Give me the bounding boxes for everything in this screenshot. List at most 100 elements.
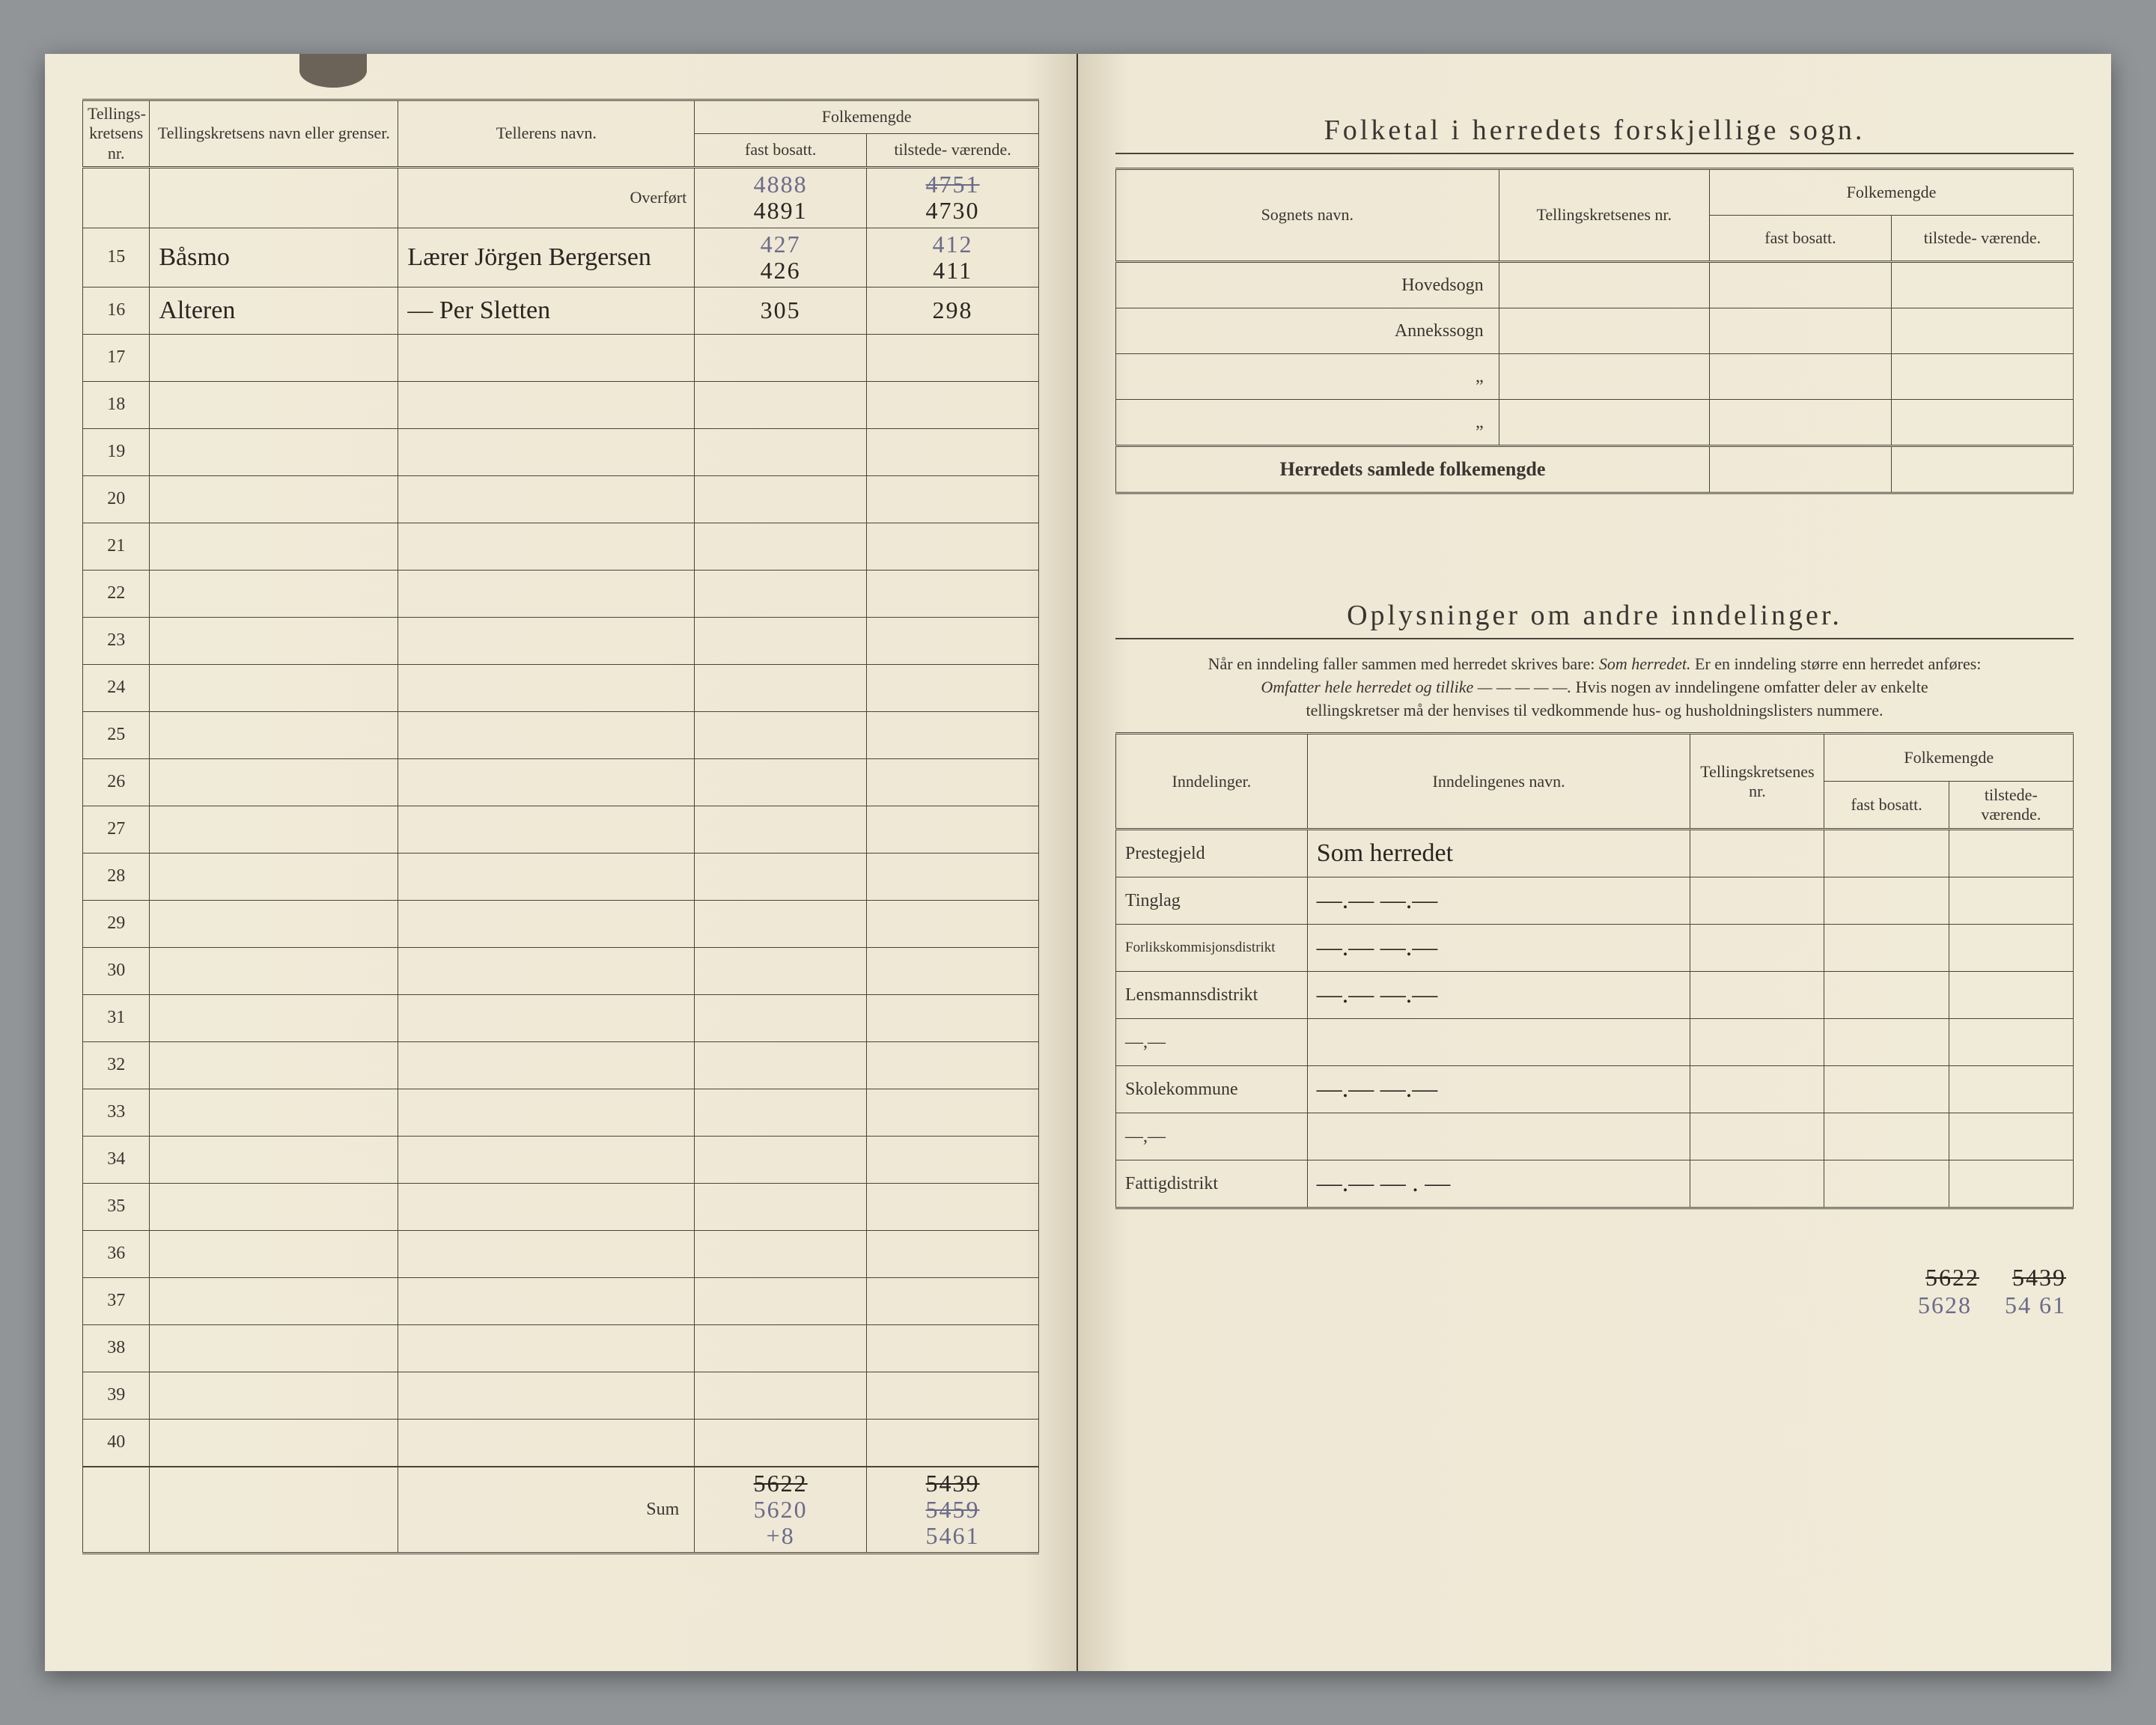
row-nr: 29	[83, 900, 150, 947]
table-row: 30	[83, 947, 1039, 994]
row-nr: 35	[83, 1183, 150, 1230]
samlede-row: Herredets samlede folkemengde	[1116, 446, 2074, 493]
table-row: 38	[83, 1324, 1039, 1372]
sogn-section-title: Folketal i herredets forskjellige sogn.	[1115, 114, 2074, 154]
innd-kind: Prestegjeld	[1116, 830, 1308, 877]
table-row: 27	[83, 806, 1039, 853]
overfort-label: Overført	[398, 168, 695, 228]
row-nr: 19	[83, 428, 150, 475]
header-krets: Tellingskretsens navn eller grenser.	[150, 100, 398, 168]
sogn-row-anneks: Annekssogn	[1116, 308, 2074, 354]
table-row: 26	[83, 758, 1039, 806]
row-nr: 21	[83, 523, 150, 570]
table-row: 35	[83, 1183, 1039, 1230]
row-nr: 38	[83, 1324, 150, 1372]
sum-row: Sum 5622 5620 +8 5439 5459 5461	[83, 1467, 1039, 1554]
innd-navn: —.— —.—	[1307, 925, 1690, 972]
table-row: 25	[83, 711, 1039, 758]
sum-til-1: 5439	[871, 1470, 1034, 1497]
row-nr: 40	[83, 1419, 150, 1467]
note-italic: Som herredet.	[1599, 654, 1691, 673]
sum-label: Sum	[398, 1467, 695, 1554]
row-til-pencil: 412	[871, 231, 1034, 258]
table-row: 39	[83, 1372, 1039, 1419]
row-nr: 37	[83, 1277, 150, 1324]
innd-navn: —.— — . —	[1307, 1160, 1690, 1208]
bottom-fast: 5628	[1918, 1292, 1972, 1318]
note-text: Er en inndeling større enn herredet anfø…	[1695, 654, 1981, 673]
sum-fast-3: +8	[699, 1523, 862, 1549]
bottom-til: 54 61	[2005, 1292, 2066, 1318]
row-nr: 26	[83, 758, 150, 806]
table-row: 21	[83, 523, 1039, 570]
right-page: Folketal i herredets forskjellige sogn. …	[1078, 54, 2111, 1671]
bottom-totals: 5622 5439 5628 54 61	[1918, 1264, 2066, 1319]
innd-header-fast: fast bosatt.	[1824, 782, 1949, 830]
sum-til-3: 5461	[871, 1523, 1034, 1549]
table-row: 32	[83, 1041, 1039, 1089]
table-row: 28	[83, 853, 1039, 900]
row-til: 411	[871, 258, 1034, 284]
row-nr: 39	[83, 1372, 150, 1419]
sogn-header-folkemengde: Folkemengde	[1709, 169, 2073, 216]
sum-fast-2: 5620	[699, 1497, 862, 1523]
innd-navn: Som herredet	[1307, 830, 1690, 877]
annekssogn-label: Annekssogn	[1116, 308, 1499, 354]
sogn-table: Sognets navn. Tellingskretsenes nr. Folk…	[1115, 168, 2074, 494]
innd-kind: Forlikskommisjonsdistrikt	[1116, 925, 1308, 972]
innd-row: Prestegjeld Som herredet	[1116, 830, 2074, 877]
innd-kind: Lensmannsdistrikt	[1116, 972, 1308, 1019]
row-nr: 34	[83, 1136, 150, 1183]
note-text: tellingskretser må der henvises til vedk…	[1306, 701, 1883, 719]
innd-kind: Tinglag	[1116, 877, 1308, 925]
inndelinger-section-title: Oplysninger om andre inndelinger.	[1115, 599, 2074, 639]
note-text: Hvis nogen av inndelingene omfatter dele…	[1576, 678, 1928, 696]
sum-fast-1: 5622	[699, 1470, 862, 1497]
overfort-row: Overført 4888 4891 4751 4730	[83, 168, 1039, 228]
innd-kind: Fattigdistrikt	[1116, 1160, 1308, 1208]
table-row: 37	[83, 1277, 1039, 1324]
sum-til-2: 5459	[871, 1497, 1034, 1523]
header-teller: Tellerens navn.	[398, 100, 695, 168]
sogn-header-fast: fast bosatt.	[1709, 216, 1891, 262]
sogn-header-navn: Sognets navn.	[1116, 169, 1499, 262]
bottom-fast-strike: 5622	[1925, 1264, 1979, 1291]
innd-header-tilstede: tilstede- værende.	[1949, 782, 2073, 830]
row-nr: 20	[83, 475, 150, 523]
table-row: 16 Alteren — Per Sletten 305 298	[83, 287, 1039, 334]
innd-row: Fattigdistrikt —.— — . —	[1116, 1160, 2074, 1208]
table-row: 19	[83, 428, 1039, 475]
innd-row: —,—	[1116, 1113, 2074, 1160]
row-nr: 16	[83, 287, 150, 334]
header-fast: fast bosatt.	[695, 134, 867, 168]
table-row: 23	[83, 617, 1039, 664]
inndelinger-note: Når en inndeling faller sammen med herre…	[1115, 653, 2074, 722]
table-row: 33	[83, 1089, 1039, 1136]
row-nr: 30	[83, 947, 150, 994]
table-row: 34	[83, 1136, 1039, 1183]
table-row: 20	[83, 475, 1039, 523]
row-krets: Alteren	[150, 287, 398, 334]
innd-navn: —.— —.—	[1307, 1066, 1690, 1113]
page-tear	[299, 54, 367, 88]
sogn-row-hoved: Hovedsogn	[1116, 262, 2074, 308]
row-fast: 426	[699, 258, 862, 284]
row-nr: 24	[83, 664, 150, 711]
row-nr: 31	[83, 994, 150, 1041]
row-teller: Lærer Jörgen Bergersen	[398, 228, 695, 287]
innd-header-krets: Tellingskretsenes nr.	[1690, 734, 1824, 830]
hovedsogn-label: Hovedsogn	[1116, 262, 1499, 308]
header-folkemengde: Folkemengde	[695, 100, 1039, 134]
row-fast-pencil: 427	[699, 231, 862, 258]
row-krets: Båsmo	[150, 228, 398, 287]
header-nr: Tellings- kretsens nr.	[83, 100, 150, 168]
table-row: 31	[83, 994, 1039, 1041]
overfort-til-1: 4751	[871, 171, 1034, 198]
row-nr: 18	[83, 381, 150, 428]
bottom-til-strike: 5439	[2012, 1264, 2066, 1291]
innd-navn: —.— —.—	[1307, 877, 1690, 925]
row-nr: 15	[83, 228, 150, 287]
row-nr: 36	[83, 1230, 150, 1277]
table-row: 29	[83, 900, 1039, 947]
sogn-row: „	[1116, 354, 2074, 400]
